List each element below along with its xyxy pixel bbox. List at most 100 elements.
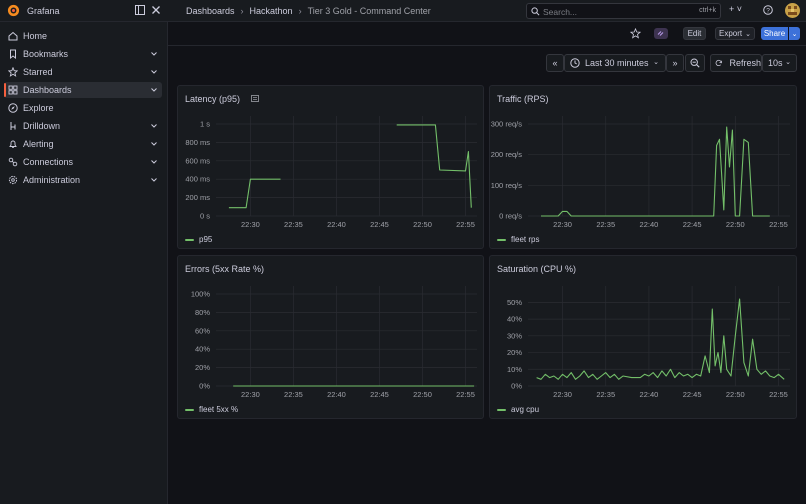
x-tick-label: 22:40 <box>327 220 346 229</box>
export-button[interactable]: Export ⌄ <box>715 27 755 40</box>
y-tick-label: 100% <box>191 290 211 299</box>
legend-item[interactable]: fleet 5xx % <box>185 405 238 414</box>
dashboard-toolbar: Edit Export ⌄ Share ⌄ <box>168 22 806 46</box>
refresh-icon <box>715 59 722 67</box>
chevron-down-icon: ⌄ <box>785 59 791 66</box>
chevron-down-icon[interactable] <box>150 68 158 76</box>
sidebar-item-label: Alerting <box>23 139 54 149</box>
x-tick-label: 22:50 <box>726 220 745 229</box>
breadcrumb-separator: › <box>298 6 302 16</box>
time-range-picker[interactable]: Last 30 minutes ⌄ <box>564 54 666 72</box>
svg-text:?: ? <box>766 7 770 14</box>
y-tick-label: 1 s <box>200 120 210 129</box>
sidebar-item-label: Explore <box>23 103 54 113</box>
legend-item[interactable]: avg cpu <box>497 405 539 414</box>
share-menu-button[interactable]: ⌄ <box>789 27 800 40</box>
legend-swatch <box>185 238 194 241</box>
refresh-button[interactable]: Refresh <box>710 54 762 72</box>
avatar[interactable] <box>785 3 800 18</box>
x-tick-label: 22:30 <box>241 390 260 399</box>
dock-menu-icon[interactable] <box>135 5 145 15</box>
errors-chart: 0% 20% 40% 60% 80% 100% 22:30 22:35 22:40 22:45 22… <box>191 286 477 399</box>
y-tick-label: 20% <box>507 348 522 357</box>
sidebar-item-connections[interactable]: Connections <box>4 154 162 170</box>
star-icon[interactable] <box>630 28 641 39</box>
search-shortcut: ctrl+k <box>699 7 716 14</box>
sidebar-item-label: Dashboards <box>23 85 72 95</box>
sidebar-item-starred[interactable]: Starred <box>4 64 162 80</box>
x-tick-label: 22:35 <box>284 220 303 229</box>
help-icon[interactable]: ? <box>763 5 773 15</box>
sidebar-item-home[interactable]: Home <box>4 28 162 44</box>
y-tick-label: 0 req/s <box>499 212 522 221</box>
legend-item[interactable]: p95 <box>185 235 212 244</box>
refresh-interval-label: 10s <box>768 58 783 68</box>
edit-button[interactable]: Edit <box>683 27 706 40</box>
breadcrumb-separator: › <box>240 6 244 16</box>
sidebar-item-dashboards[interactable]: Dashboards <box>4 82 162 98</box>
y-tick-label: 200 ms <box>185 193 210 202</box>
chevron-down-icon[interactable] <box>150 50 158 58</box>
brand-name: Grafana <box>27 6 60 16</box>
sidebar-item-drilldown[interactable]: Drilldown <box>4 118 162 134</box>
chevron-down-icon[interactable] <box>150 176 158 184</box>
x-tick-label: 22:35 <box>596 390 615 399</box>
panel-title: Latency (p95) <box>185 94 241 104</box>
sidebar-item-administration[interactable]: Administration <box>4 172 162 188</box>
export-label: Export <box>719 29 743 38</box>
time-shift-forward-button[interactable]: » <box>666 54 684 72</box>
panel-saturation[interactable]: Saturation (CPU %) 0% 10% 20% 30% 40% 50% 22:3… <box>489 255 797 419</box>
grafana-logo-icon[interactable] <box>7 4 20 17</box>
y-tick-label: 300 req/s <box>491 120 523 129</box>
series-line <box>536 298 785 380</box>
panel-title: Traffic (RPS) <box>497 94 549 104</box>
legend-item[interactable]: fleet rps <box>497 235 539 244</box>
x-tick-label: 22:50 <box>413 390 432 399</box>
chevron-down-icon[interactable] <box>150 158 158 166</box>
y-tick-label: 30% <box>507 331 522 340</box>
time-shift-back-button[interactable]: « <box>546 54 564 72</box>
breadcrumb-dashboards[interactable]: Dashboards <box>186 6 235 16</box>
chevron-down-icon[interactable] <box>150 86 158 94</box>
panel-info-icon[interactable] <box>251 95 260 103</box>
share-button[interactable]: Share <box>761 27 788 40</box>
refresh-label: Refresh <box>729 58 761 68</box>
panel-title: Errors (5xx Rate %) <box>185 264 265 274</box>
y-tick-label: 20% <box>195 363 210 372</box>
sidebar-item-bookmarks[interactable]: Bookmarks <box>4 46 162 62</box>
y-tick-label: 0% <box>511 382 522 391</box>
y-tick-label: 80% <box>195 308 210 317</box>
chevron-down-icon[interactable] <box>150 122 158 130</box>
series-line <box>228 178 281 209</box>
search-input[interactable]: Search... ctrl+k <box>526 3 721 19</box>
breadcrumb-hackathon[interactable]: Hackathon <box>249 6 293 16</box>
panel-title: Saturation (CPU %) <box>497 264 577 274</box>
y-tick-label: 800 ms <box>185 138 210 147</box>
panel-traffic[interactable]: Traffic (RPS) 0 req/s 100 req/s 200 req/s 3… <box>489 85 797 249</box>
legend-label: p95 <box>199 235 213 244</box>
legend-label: fleet 5xx % <box>199 405 239 414</box>
y-tick-label: 100 req/s <box>491 181 523 190</box>
chevron-down-icon[interactable] <box>150 140 158 148</box>
chevron-down-icon: ⌄ <box>745 30 751 38</box>
x-tick-label: 22:40 <box>640 390 659 399</box>
public-link-icon[interactable] <box>654 28 668 39</box>
traffic-chart: 0 req/s 100 req/s 200 req/s 300 req/s 22:30 2… <box>491 116 790 229</box>
sidebar-item-alerting[interactable]: Alerting <box>4 136 162 152</box>
x-tick-label: 22:40 <box>640 220 659 229</box>
refresh-interval-picker[interactable]: 10s ⌄ <box>762 54 797 72</box>
x-tick-label: 22:55 <box>769 220 788 229</box>
x-tick-label: 22:45 <box>370 220 389 229</box>
new-menu-button[interactable]: + ˅ <box>729 4 743 14</box>
y-tick-label: 0 s <box>200 212 210 221</box>
close-icon[interactable] <box>151 5 161 15</box>
sidebar-item-explore[interactable]: Explore <box>4 100 162 116</box>
x-tick-label: 22:40 <box>327 390 346 399</box>
x-tick-label: 22:50 <box>413 220 432 229</box>
zoom-out-button[interactable] <box>685 54 705 72</box>
panel-latency[interactable]: Latency (p95) 0 s 200 ms 400 ms 600 ms 800 m… <box>177 85 484 249</box>
breadcrumb-current: Tier 3 Gold - Command Center <box>307 6 431 16</box>
panel-errors[interactable]: Errors (5xx Rate %) 0% 20% 40% 60% 80% 100% 22… <box>177 255 484 419</box>
x-tick-label: 22:35 <box>284 390 303 399</box>
x-tick-label: 22:45 <box>683 390 702 399</box>
